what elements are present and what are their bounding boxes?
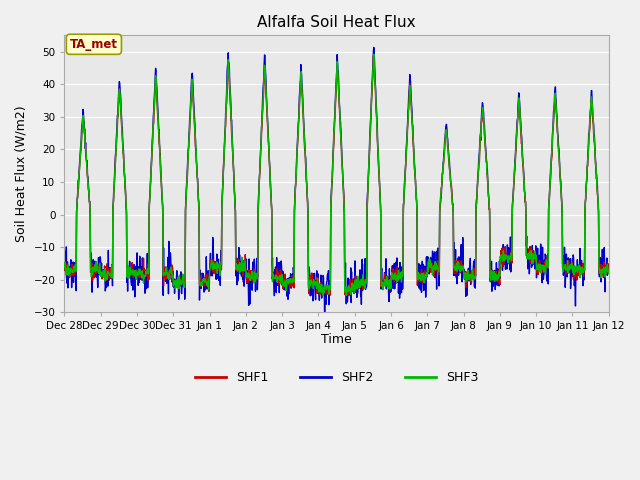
SHF2	[605, 265, 612, 271]
SHF3	[370, 51, 378, 57]
SHF1	[61, 265, 68, 271]
SHF3	[422, 272, 429, 277]
Legend: SHF1, SHF2, SHF3: SHF1, SHF2, SHF3	[190, 366, 483, 389]
SHF3	[319, 293, 327, 299]
SHF2	[182, 207, 189, 213]
SHF3	[243, 273, 250, 278]
Line: SHF3: SHF3	[65, 54, 609, 296]
Text: TA_met: TA_met	[70, 38, 118, 51]
Line: SHF1: SHF1	[65, 56, 609, 295]
SHF1	[605, 264, 612, 270]
SHF3	[61, 265, 68, 271]
SHF2	[321, 321, 328, 327]
SHF2	[370, 45, 378, 50]
SHF2	[61, 275, 68, 280]
SHF3	[605, 270, 612, 276]
SHF2	[422, 294, 429, 300]
Line: SHF2: SHF2	[65, 48, 609, 324]
X-axis label: Time: Time	[321, 333, 352, 346]
SHF2	[168, 264, 176, 270]
SHF3	[182, 208, 189, 214]
SHF1	[493, 273, 500, 279]
SHF2	[243, 256, 250, 262]
SHF1	[182, 207, 189, 213]
SHF1	[422, 269, 429, 275]
SHF1	[370, 53, 378, 59]
SHF3	[541, 267, 548, 273]
SHF1	[541, 260, 548, 265]
SHF1	[168, 278, 176, 284]
SHF2	[493, 279, 500, 285]
SHF1	[243, 277, 250, 283]
SHF3	[168, 275, 176, 281]
Y-axis label: Soil Heat Flux (W/m2): Soil Heat Flux (W/m2)	[15, 106, 28, 242]
SHF1	[326, 292, 334, 298]
Title: Alfalfa Soil Heat Flux: Alfalfa Soil Heat Flux	[257, 15, 416, 30]
SHF3	[493, 276, 500, 282]
SHF2	[541, 265, 548, 271]
